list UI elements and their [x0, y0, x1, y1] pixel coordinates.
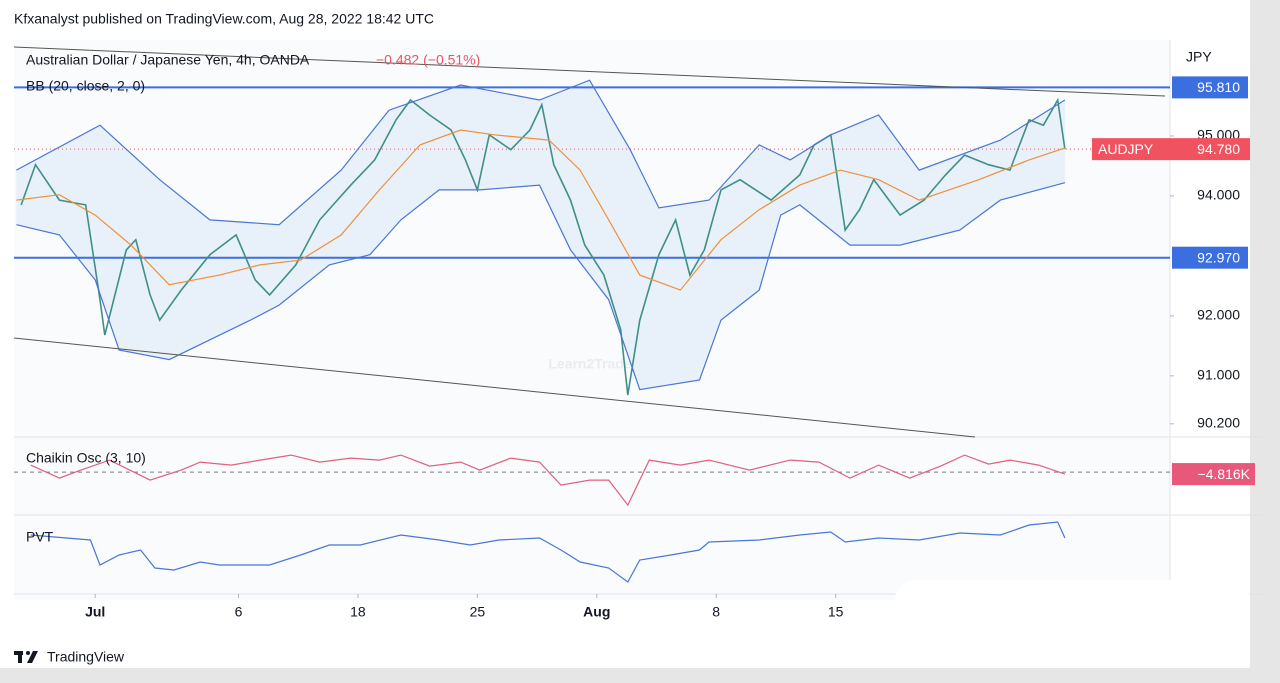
band-fill — [16, 80, 1065, 390]
value-label: −4.816K — [1197, 466, 1250, 482]
series-line — [16, 129, 1066, 291]
x-tick-label: 18 — [350, 604, 366, 620]
level-label-box — [1172, 76, 1248, 99]
pane-title: Chaikin Osc (3, 10) — [26, 450, 146, 466]
series-line — [16, 79, 1066, 226]
x-tick-label: 25 — [470, 604, 486, 620]
logo-part — [27, 651, 38, 663]
level-label: 95.810 — [1197, 79, 1240, 95]
logo-part — [18, 651, 22, 663]
level-label: 92.970 — [1197, 249, 1240, 265]
series-line — [16, 182, 1066, 391]
x-tick-label: Jul — [85, 604, 105, 620]
logo-part — [26, 651, 30, 655]
price-change: −0.482 (−0.51%) — [376, 52, 480, 68]
trend-line — [13, 46, 1166, 97]
trend-line — [13, 337, 976, 438]
watermark: Learn2Trade — [548, 356, 631, 372]
smudge — [895, 580, 1250, 665]
bottom-strip — [0, 668, 1280, 683]
series-line — [30, 454, 1066, 507]
plot-layer: Learn2Trade90.20091.00092.00094.00095.00… — [14, 76, 1255, 620]
series-line — [20, 97, 1066, 396]
series-line — [30, 521, 1066, 583]
logo — [14, 651, 38, 663]
x-tick-label: 8 — [712, 604, 720, 620]
footer: TradingView — [47, 649, 125, 665]
last-price-box — [1092, 138, 1250, 161]
level-label-box — [1172, 246, 1248, 269]
side-strip — [1250, 0, 1280, 683]
y-tick-label: 91.000 — [1197, 367, 1240, 383]
y-tick-label: 90.200 — [1197, 415, 1240, 431]
x-tick-label: Aug — [583, 604, 610, 620]
x-tick-label: 15 — [828, 604, 844, 620]
indicator-label: BB (20, close, 2, 0) — [26, 78, 145, 94]
last-price-name: AUDJPY — [1098, 141, 1154, 157]
pane-title: PVT — [26, 529, 54, 545]
value-label-box — [1172, 463, 1255, 486]
x-tick-label: 6 — [235, 604, 243, 620]
y-tick-label: 94.000 — [1197, 187, 1240, 203]
chart-title: Australian Dollar / Japanese Yen, 4h, OA… — [26, 52, 310, 68]
y-tick-label: 92.000 — [1197, 307, 1240, 323]
axis-unit: JPY — [1186, 49, 1212, 65]
header: Kfxanalyst published on TradingView.com,… — [14, 11, 434, 27]
last-price-label: 94.780 — [1197, 141, 1240, 157]
